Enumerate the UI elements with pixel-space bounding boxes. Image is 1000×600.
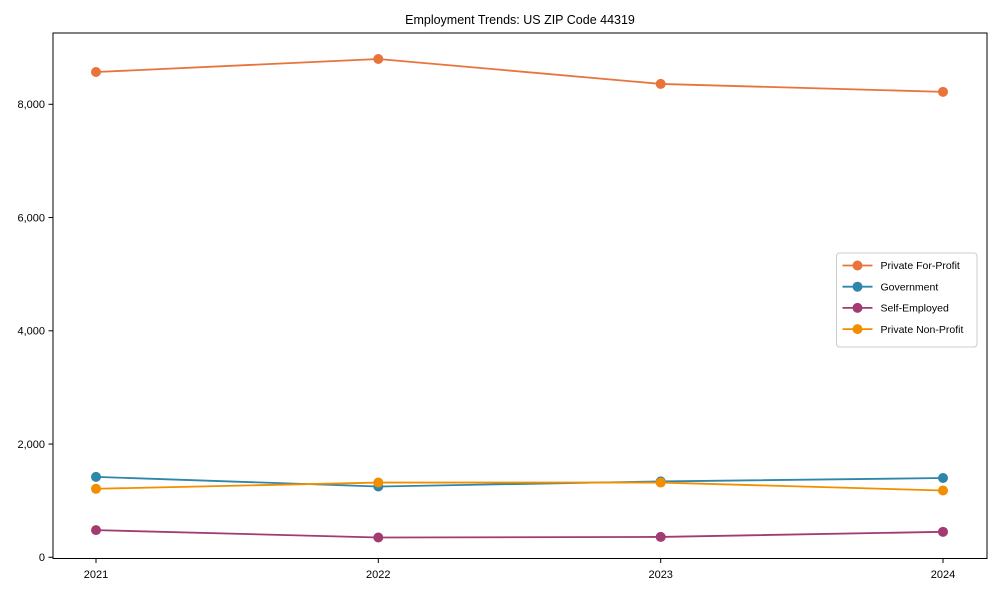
y-tick-label: 0 bbox=[39, 552, 45, 564]
legend-swatch-marker bbox=[852, 324, 863, 335]
legend-label: Private For-Profit bbox=[881, 260, 960, 272]
plot-border bbox=[52, 32, 988, 559]
legend-item-self-employed: Self-Employed bbox=[842, 302, 949, 315]
legend-item-government: Government bbox=[842, 281, 939, 293]
legend-label: Government bbox=[881, 281, 939, 293]
x-tick-label: 2022 bbox=[366, 569, 390, 581]
data-point-private-non-profit bbox=[91, 483, 101, 494]
legend: Private For-Profit Government Self-Employe… bbox=[836, 252, 978, 348]
plot-area: 0 2,000 4,000 6,000 8,000 2021 2022 2023 2024 Pri… bbox=[17, 32, 988, 581]
legend-box bbox=[836, 252, 978, 348]
series-line-private-non-profit bbox=[95, 481, 944, 492]
y-tick-label: 8,000 bbox=[17, 99, 45, 111]
data-point-government bbox=[938, 473, 948, 484]
legend-swatch-marker bbox=[852, 260, 863, 271]
data-point-private-for-profit bbox=[373, 54, 384, 64]
data-point-private-non-profit bbox=[938, 485, 948, 496]
legend-label: Private Non-Profit bbox=[881, 324, 964, 336]
legend-item-private-for-profit: Private For-Profit bbox=[842, 260, 960, 272]
legend-swatch-marker bbox=[852, 281, 863, 292]
data-point-government bbox=[91, 471, 101, 482]
data-point-self-employed bbox=[655, 531, 666, 542]
y-tick-label: 2,000 bbox=[17, 439, 45, 451]
data-point-self-employed bbox=[91, 525, 101, 536]
x-tick-label: 2021 bbox=[84, 569, 108, 581]
data-point-private-for-profit bbox=[655, 78, 666, 89]
legend-swatch-marker bbox=[852, 302, 863, 313]
data-point-private-for-profit bbox=[91, 67, 101, 78]
data-point-self-employed bbox=[373, 532, 384, 543]
data-point-self-employed bbox=[938, 526, 948, 537]
series-line-government bbox=[95, 475, 944, 488]
x-tick-label: 2023 bbox=[648, 569, 672, 581]
y-tick-label: 4,000 bbox=[17, 326, 45, 338]
data-point-private-non-profit bbox=[655, 477, 666, 488]
chart-title: Employment Trends: US ZIP Code 44319 bbox=[405, 13, 635, 27]
data-point-private-for-profit bbox=[938, 86, 948, 97]
x-tick-label: 2024 bbox=[931, 569, 955, 581]
series-line-self-employed bbox=[95, 529, 944, 539]
series-line-private-for-profit bbox=[95, 58, 944, 93]
y-tick-label: 6,000 bbox=[17, 212, 45, 224]
data-point-private-non-profit bbox=[373, 477, 384, 488]
legend-label: Self-Employed bbox=[881, 303, 949, 315]
legend-item-private-non-profit: Private Non-Profit bbox=[842, 324, 964, 336]
